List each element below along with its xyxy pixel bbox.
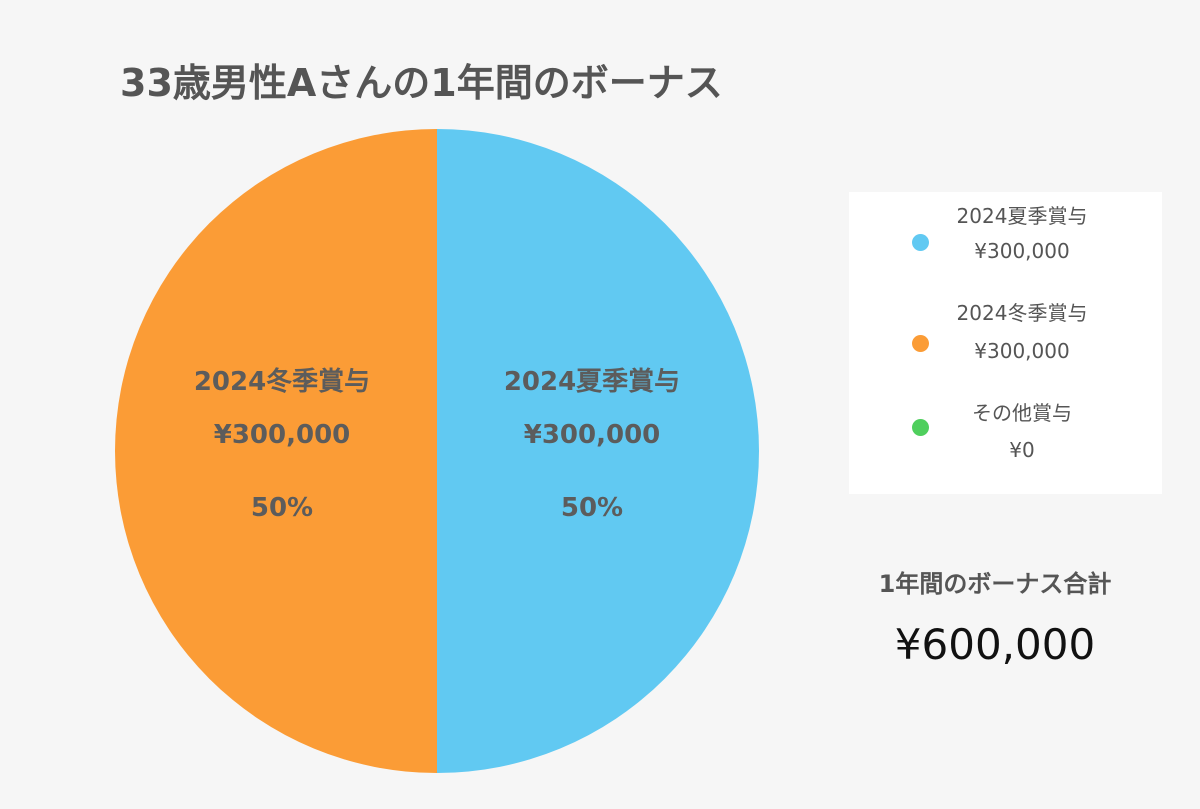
pie-slice-1	[115, 129, 437, 773]
legend-value-summer: ¥300,000	[974, 239, 1070, 263]
pie-label-name-0: 2024夏季賞与	[504, 367, 680, 397]
legend: 2024夏季賞与 ¥300,000 2024冬季賞与 ¥300,000 その他賞…	[849, 192, 1162, 494]
legend-name-summer: 2024夏季賞与	[956, 204, 1088, 228]
legend-dot-winter	[912, 335, 929, 352]
pie-label-percent-1: 50%	[251, 493, 313, 523]
pie-label-percent-0: 50%	[561, 493, 623, 523]
pie-label-amount-1: ¥300,000	[214, 420, 351, 450]
legend-item-winter: 2024冬季賞与 ¥300,000	[849, 292, 1162, 372]
legend-dot-other	[912, 419, 929, 436]
legend-value-other: ¥0	[1009, 438, 1035, 462]
chart-title: 33歳男性Aさんの1年間のボーナス	[120, 61, 723, 105]
pie-slices	[115, 129, 759, 773]
pie-label-name-1: 2024冬季賞与	[194, 367, 370, 397]
legend-item-other: その他賞与 ¥0	[849, 392, 1162, 472]
total-value: ¥600,000	[894, 620, 1096, 669]
legend-item-summer: 2024夏季賞与 ¥300,000	[849, 192, 1162, 272]
pie-slice-0	[437, 129, 759, 773]
legend-name-winter: 2024冬季賞与	[956, 301, 1088, 325]
legend-name-other: その他賞与	[972, 401, 1072, 425]
pie-label-amount-0: ¥300,000	[524, 420, 661, 450]
total-label: 1年間のボーナス合計	[878, 570, 1112, 598]
legend-dot-summer	[912, 234, 929, 251]
pie-labels: 2024夏季賞与 ¥300,000 50% 2024冬季賞与 ¥300,000 50%	[194, 367, 680, 523]
legend-value-winter: ¥300,000	[974, 339, 1070, 363]
